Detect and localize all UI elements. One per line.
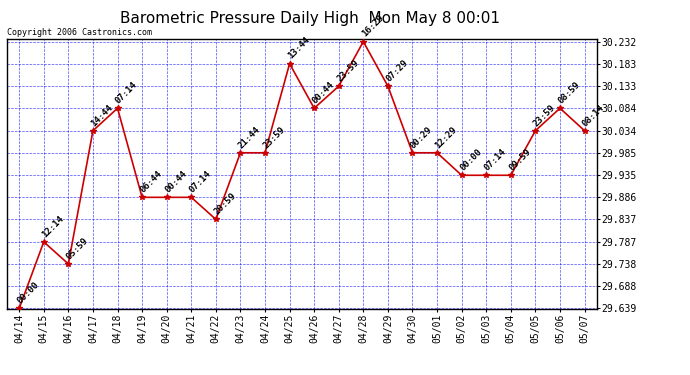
Text: 00:00: 00:00 xyxy=(458,147,484,172)
Text: 00:29: 00:29 xyxy=(409,124,434,150)
Text: 14:44: 14:44 xyxy=(89,103,115,128)
Text: 05:59: 05:59 xyxy=(65,236,90,261)
Text: 16:29: 16:29 xyxy=(359,13,385,39)
Text: 08:14: 08:14 xyxy=(581,103,607,128)
Text: 23:59: 23:59 xyxy=(335,58,361,83)
Text: 07:14: 07:14 xyxy=(482,147,508,172)
Text: 23:59: 23:59 xyxy=(262,124,287,150)
Text: 00:44: 00:44 xyxy=(163,169,188,195)
Text: 06:44: 06:44 xyxy=(139,169,164,195)
Text: 09:59: 09:59 xyxy=(507,147,533,172)
Text: 23:59: 23:59 xyxy=(532,103,558,128)
Text: Copyright 2006 Castronics.com: Copyright 2006 Castronics.com xyxy=(7,28,152,37)
Text: 12:29: 12:29 xyxy=(433,124,459,150)
Text: 08:59: 08:59 xyxy=(556,80,582,105)
Text: 07:14: 07:14 xyxy=(114,80,139,105)
Text: 00:00: 00:00 xyxy=(16,280,41,306)
Text: Barometric Pressure Daily High  Mon May 8 00:01: Barometric Pressure Daily High Mon May 8… xyxy=(121,11,500,26)
Text: 13:44: 13:44 xyxy=(286,36,311,61)
Text: 12:14: 12:14 xyxy=(40,214,66,239)
Text: 00:44: 00:44 xyxy=(310,80,336,105)
Text: 20:59: 20:59 xyxy=(213,191,237,217)
Text: 07:29: 07:29 xyxy=(384,58,410,83)
Text: 07:14: 07:14 xyxy=(188,169,213,195)
Text: 21:44: 21:44 xyxy=(237,124,262,150)
